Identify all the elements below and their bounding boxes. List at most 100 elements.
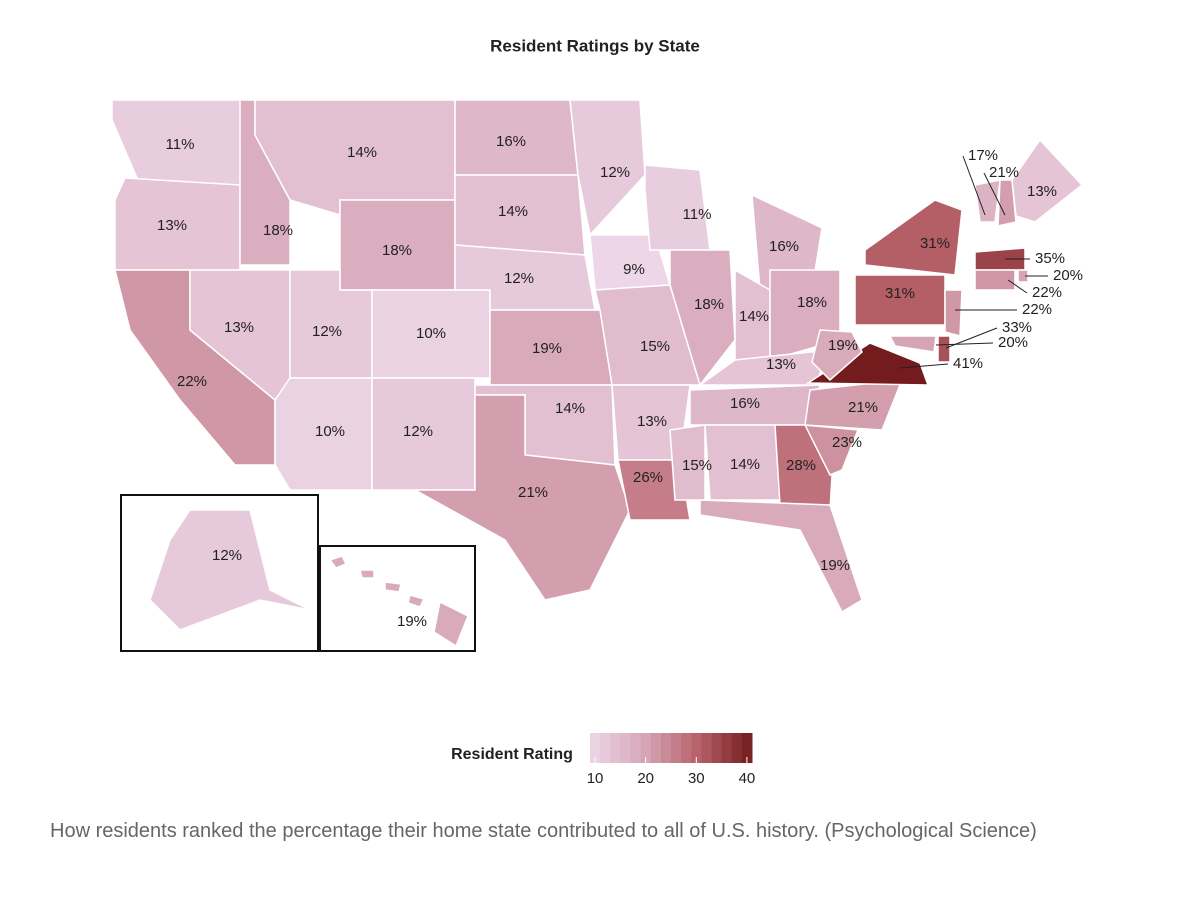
leader-line bbox=[935, 342, 994, 346]
colorbar-step bbox=[741, 733, 753, 763]
state-label: 12% bbox=[403, 423, 433, 440]
state-label: 16% bbox=[496, 133, 526, 150]
leader-line bbox=[962, 155, 986, 216]
state bbox=[669, 249, 736, 387]
state bbox=[997, 179, 1017, 227]
state-label: 12% bbox=[212, 547, 242, 564]
hawaii-inset bbox=[319, 545, 476, 652]
colorbar-step bbox=[660, 733, 672, 763]
state bbox=[1017, 269, 1029, 283]
state bbox=[974, 179, 1001, 223]
caption: How residents ranked the percentage thei… bbox=[50, 820, 1037, 842]
colorbar-tick-label: 10 bbox=[587, 770, 604, 787]
state-label: 14% bbox=[498, 203, 528, 220]
state bbox=[944, 289, 963, 337]
colorbar-step bbox=[721, 733, 733, 763]
state-label: 12% bbox=[504, 270, 534, 287]
colorbar-tick-label: 40 bbox=[739, 770, 756, 787]
state-label: 20% bbox=[998, 334, 1028, 351]
colorbar-tick-label: 20 bbox=[637, 770, 654, 787]
state-label: 11% bbox=[166, 136, 195, 153]
state-label: 35% bbox=[1035, 250, 1065, 267]
state-label: 26% bbox=[633, 469, 663, 486]
colorbar-step bbox=[731, 733, 743, 763]
state-label: 12% bbox=[312, 323, 342, 340]
colorbar-step bbox=[590, 733, 601, 763]
colorbar-step bbox=[691, 733, 702, 763]
state-label: 28% bbox=[786, 457, 816, 474]
state-label: 13% bbox=[637, 413, 667, 430]
state bbox=[937, 335, 951, 363]
state-label: 13% bbox=[157, 217, 187, 234]
state-label: 19% bbox=[532, 340, 562, 357]
state-label: 31% bbox=[885, 285, 915, 302]
colorbar-step bbox=[711, 733, 723, 763]
state-label: 10% bbox=[416, 325, 446, 342]
state-label: 21% bbox=[518, 484, 548, 501]
colorbar-step bbox=[630, 733, 642, 763]
map-chart: Resident Ratings by State Resident Ratin… bbox=[111, 36, 1084, 787]
chart-title: Resident Ratings by State bbox=[490, 36, 700, 55]
state bbox=[864, 199, 963, 276]
state-label: 12% bbox=[600, 164, 630, 181]
state bbox=[699, 499, 863, 614]
state-label: 13% bbox=[766, 356, 796, 373]
state-label: 19% bbox=[828, 337, 858, 354]
state bbox=[888, 335, 937, 353]
colorbar-step bbox=[640, 733, 652, 763]
state-label: 18% bbox=[263, 222, 293, 239]
state-label: 18% bbox=[694, 296, 724, 313]
state-label: 18% bbox=[797, 294, 827, 311]
state bbox=[803, 424, 860, 476]
state bbox=[149, 509, 311, 631]
state-label: 15% bbox=[682, 457, 712, 474]
colorbar-step bbox=[681, 733, 692, 763]
state-label: 17% bbox=[968, 147, 998, 164]
state bbox=[569, 99, 646, 237]
colorbar-step bbox=[650, 733, 662, 763]
state bbox=[617, 459, 691, 521]
state-label: 18% bbox=[382, 242, 412, 259]
colorbar-tick-label: 30 bbox=[688, 770, 705, 787]
colorbar-step bbox=[671, 733, 682, 763]
state-label: 15% bbox=[640, 338, 670, 355]
state-label: 23% bbox=[832, 434, 862, 451]
state-label: 20% bbox=[1053, 267, 1083, 284]
colorbar-label: Resident Rating bbox=[451, 746, 573, 763]
state bbox=[412, 394, 631, 601]
state-label: 22% bbox=[1032, 284, 1062, 301]
state bbox=[328, 555, 469, 648]
state-label: 14% bbox=[347, 144, 377, 161]
state-label: 14% bbox=[730, 456, 760, 473]
state-label: 16% bbox=[730, 395, 760, 412]
colorbar-step bbox=[620, 733, 631, 763]
state-label: 22% bbox=[1022, 301, 1052, 318]
colorbar-step bbox=[701, 733, 712, 763]
state-label: 9% bbox=[623, 261, 645, 278]
state-label: 21% bbox=[848, 399, 878, 416]
state-label: 21% bbox=[989, 164, 1019, 181]
leader-line bbox=[983, 172, 1006, 216]
state-label: 22% bbox=[177, 373, 207, 390]
state-label: 41% bbox=[953, 355, 983, 372]
state-label: 11% bbox=[683, 206, 712, 223]
state-label: 19% bbox=[820, 557, 850, 574]
state-label: 10% bbox=[315, 423, 345, 440]
state-label: 31% bbox=[920, 235, 950, 252]
state bbox=[1011, 138, 1084, 223]
state-label: 19% bbox=[397, 613, 427, 630]
state-label: 14% bbox=[739, 308, 769, 325]
colorbar-step bbox=[610, 733, 621, 763]
state-label: 33% bbox=[1002, 319, 1032, 336]
state bbox=[811, 329, 863, 382]
leader-line bbox=[899, 363, 949, 369]
state-label: 16% bbox=[769, 238, 799, 255]
alaska-inset bbox=[120, 494, 319, 652]
state-label: 13% bbox=[1027, 183, 1057, 200]
leader-line bbox=[1007, 279, 1028, 294]
state-label: 13% bbox=[224, 319, 254, 336]
colorbar-step bbox=[600, 733, 611, 763]
state bbox=[974, 269, 1016, 291]
state-label: 14% bbox=[555, 400, 585, 417]
